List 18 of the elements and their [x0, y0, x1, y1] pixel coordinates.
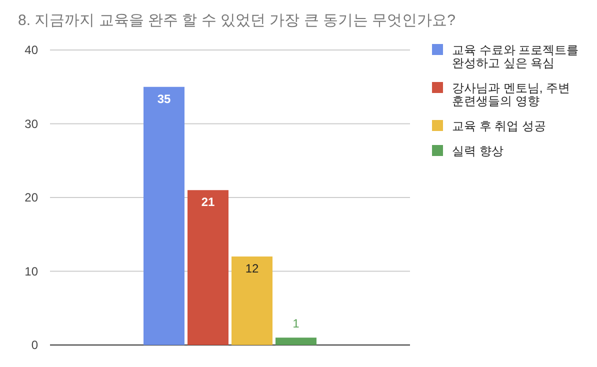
y-tick-label: 20	[24, 190, 38, 204]
bar	[144, 86, 184, 345]
data-label: 12	[245, 262, 259, 276]
y-tick-label: 10	[24, 264, 38, 278]
chart-title: 8. 지금까지 교육을 완주 할 수 있었던 가장 큰 동기는 무엇인가요?	[18, 12, 456, 29]
legend-label: 강사님과 멘토님, 주변 훈련생들의 영향	[452, 81, 570, 108]
data-label: 35	[157, 92, 171, 106]
y-tick-label: 0	[31, 338, 38, 352]
bar	[232, 256, 272, 345]
data-label: 21	[201, 195, 215, 210]
legend-label: 교육 후 취업 성공	[452, 119, 546, 133]
y-tick-label: 30	[24, 116, 38, 131]
data-label: 1	[292, 316, 300, 331]
y-tick-label: 40	[24, 43, 38, 57]
bar	[188, 190, 228, 345]
legend-label: 실력 향상	[452, 144, 504, 158]
bar	[276, 338, 316, 345]
legend-label: 교육 수료와 프로젝트를 완성하고 싶은 욕심	[452, 43, 579, 70]
